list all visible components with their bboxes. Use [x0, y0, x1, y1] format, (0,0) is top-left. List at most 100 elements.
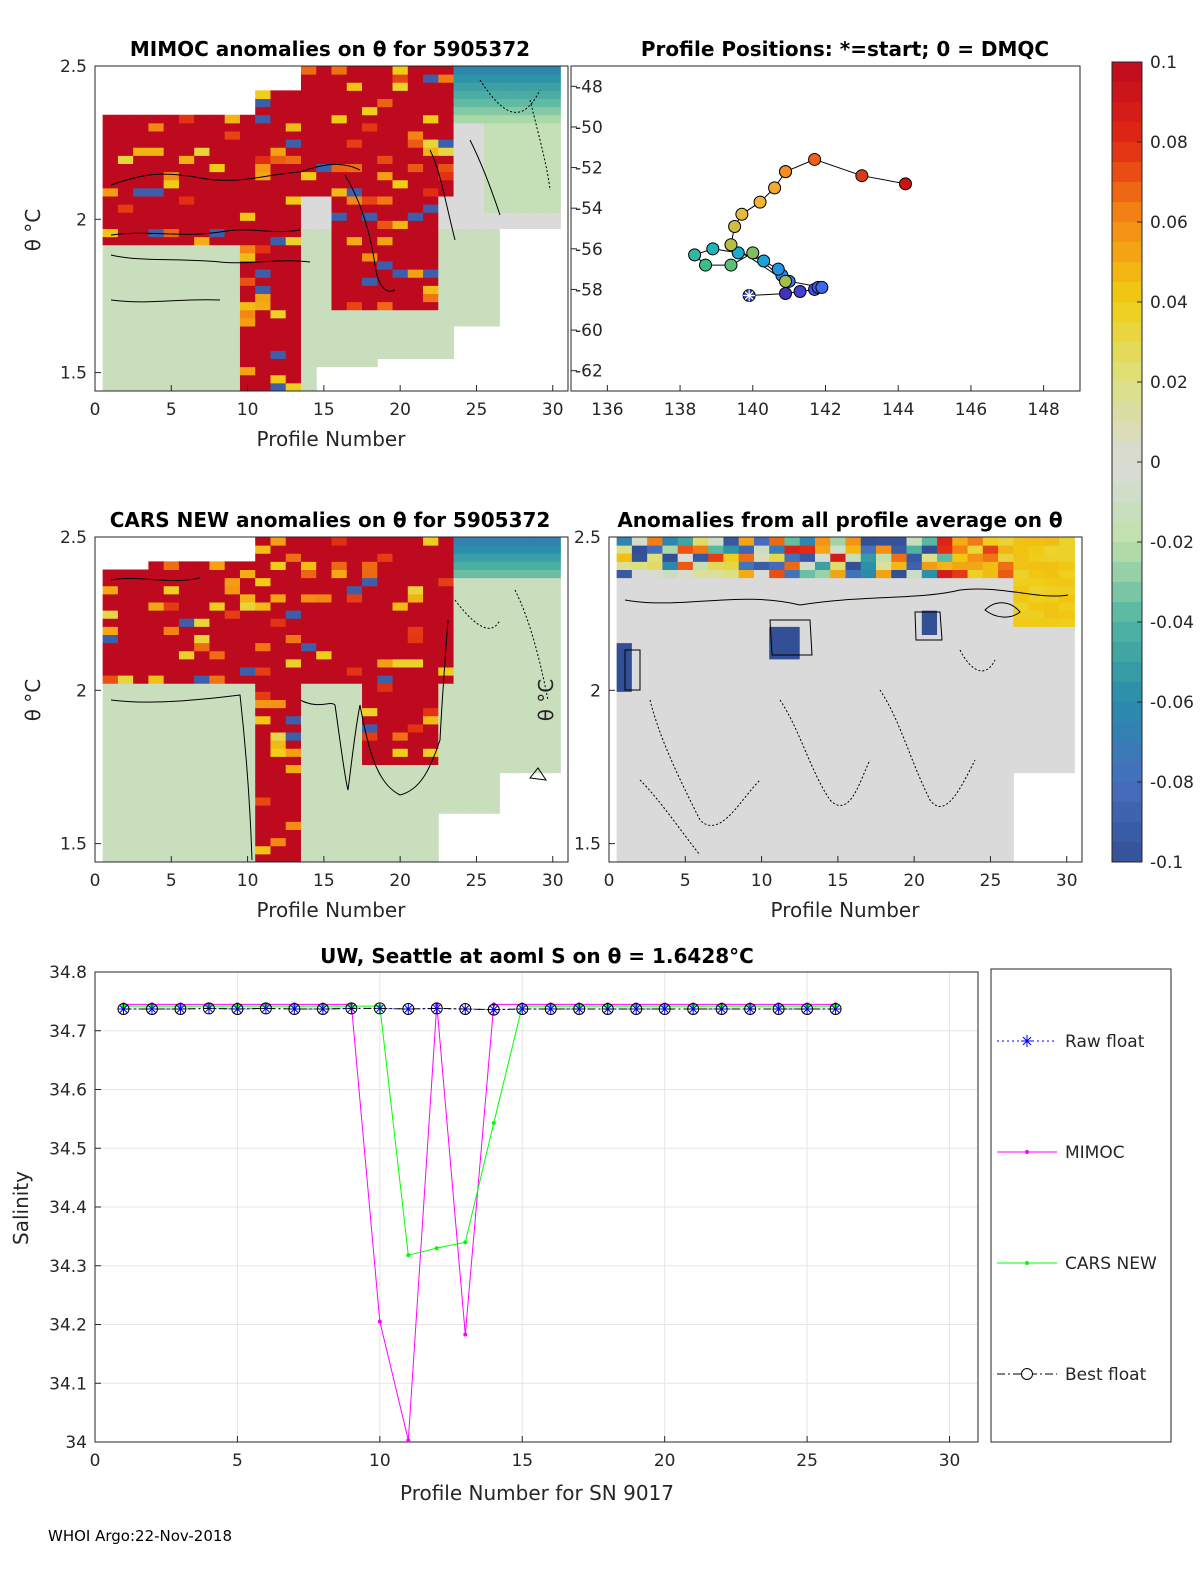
heatmap-cell [891, 658, 908, 668]
heatmap-cell [316, 667, 332, 676]
heatmap-cell [148, 366, 165, 376]
heatmap-cell [377, 837, 394, 847]
heatmap-cell [209, 585, 226, 595]
heatmap-cell [1043, 585, 1060, 595]
heatmap-cell [784, 675, 801, 684]
heatmap-cell [677, 764, 694, 774]
heatmap-cell [529, 585, 546, 595]
heatmap-cell [906, 618, 923, 627]
heatmap-cell [723, 537, 740, 546]
heatmap-cell [102, 797, 119, 806]
heatmap-cell [407, 204, 424, 213]
heatmap-cell [982, 772, 999, 782]
heatmap-cell [163, 374, 180, 384]
colorbar-tick-label: -0.02 [1150, 533, 1194, 553]
position-point [771, 262, 785, 276]
heatmap-cell [346, 667, 363, 676]
colorbar-cell [1112, 362, 1142, 383]
heatmap-cell [270, 756, 287, 765]
heatmap-cell [738, 569, 755, 579]
heatmap-cell [285, 715, 302, 725]
heatmap-cell [845, 561, 862, 570]
heatmap-cell [209, 764, 226, 774]
x-tick-label: 10 [751, 871, 773, 891]
heatmap-cell [178, 122, 195, 132]
heatmap-cell [117, 602, 134, 611]
heatmap-cell [239, 764, 256, 774]
axes-frame [94, 536, 569, 863]
heatmap-cell [438, 131, 455, 140]
heatmap-cell [270, 269, 287, 278]
heatmap-cell [209, 269, 226, 278]
heatmap-cell [346, 131, 363, 140]
heatmap-cell [270, 707, 287, 717]
heatmap-cell [224, 577, 241, 587]
heatmap-cell [647, 569, 663, 579]
heatmap-cell [1043, 715, 1060, 725]
heatmap-cell [239, 699, 256, 709]
series-point [431, 1003, 442, 1014]
heatmap-cell [362, 66, 378, 75]
heatmap-cell [723, 593, 740, 603]
heatmap-cell [998, 585, 1014, 595]
heatmap-cell [346, 537, 363, 546]
heatmap-cell [514, 114, 531, 124]
heatmap-cell [423, 618, 439, 627]
heatmap-cell [331, 244, 348, 254]
heatmap-cell [270, 602, 287, 611]
heatmap-cell [331, 829, 348, 839]
x-tick-label: 15 [313, 400, 335, 420]
heatmap-cell [194, 634, 210, 644]
heatmap-cell [845, 797, 862, 806]
heatmap-cell [300, 366, 317, 376]
heatmap-cell [377, 301, 394, 311]
heatmap-cell [377, 813, 394, 822]
heatmap-cell [967, 845, 984, 855]
heatmap-cell [814, 691, 831, 700]
heatmap-cell [133, 740, 149, 749]
heatmap-cell [392, 642, 409, 652]
heatmap-cell [468, 772, 485, 782]
heatmap-cell [484, 74, 500, 83]
colorbar-cell [1112, 262, 1142, 283]
heatmap-cell [239, 561, 256, 570]
heatmap-cell [163, 358, 180, 368]
colorbar: 0.10.080.060.040.020-0.02-0.04-0.06-0.08… [1111, 53, 1194, 873]
heatmap-cell [860, 618, 877, 627]
heatmap-cell [255, 114, 271, 124]
heatmap-cell [270, 732, 287, 741]
heatmap-cell [148, 699, 165, 709]
heatmap-cell [952, 683, 969, 692]
heatmap-cell [438, 675, 455, 684]
heatmap-cell [331, 545, 348, 554]
heatmap-cell [239, 358, 256, 368]
heatmap-cell [662, 764, 679, 774]
y-tick-label: 2 [590, 681, 601, 701]
heatmap-cell [392, 577, 409, 587]
heatmap-cell [407, 106, 424, 116]
series-point [659, 1004, 670, 1015]
heatmap-cell [529, 602, 546, 611]
heatmap-cell [906, 683, 923, 692]
heatmap-cell [529, 106, 546, 116]
heatmap-cell [438, 114, 455, 124]
heatmap-cell [102, 114, 119, 124]
heatmap-cell [468, 780, 485, 790]
heatmap-cell [255, 740, 271, 749]
heatmap-cell [468, 228, 485, 238]
series-point [377, 1319, 382, 1324]
position-point [724, 238, 738, 252]
x-tick-label: 136 [591, 400, 623, 420]
heatmap-cell [677, 748, 694, 757]
heatmap-cell [921, 813, 938, 822]
heatmap-cell [316, 610, 332, 619]
heatmap-cell [1043, 699, 1060, 709]
heatmap-cell [148, 114, 165, 124]
heatmap-cell [998, 577, 1014, 587]
heatmap-cell [407, 618, 424, 627]
heatmap-cell [1043, 707, 1060, 717]
heatmap-cell [468, 220, 485, 229]
heatmap-cell [529, 155, 546, 164]
heatmap-cell [224, 593, 241, 603]
heatmap-cell [906, 537, 923, 546]
